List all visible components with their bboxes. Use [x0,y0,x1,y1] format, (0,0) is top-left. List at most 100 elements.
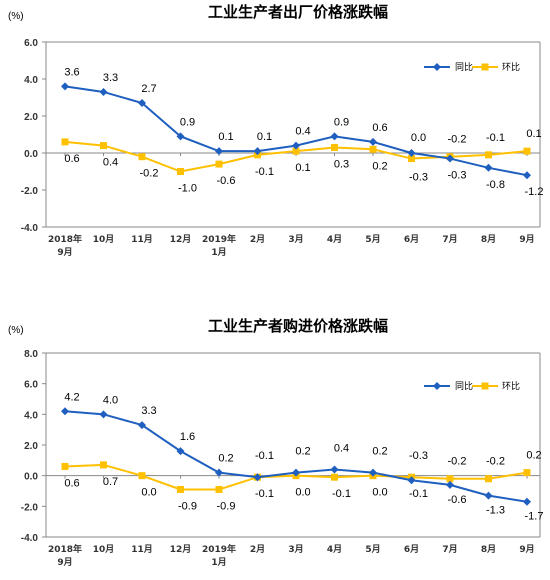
yoy-data-label: 4.2 [64,391,79,403]
yoy-data-label: -0.3 [409,450,428,462]
yoy-point-marker [176,132,185,141]
yoy-data-label: 0.1 [257,131,272,143]
chart1-legend-label-mom: 环比 [502,61,520,73]
yoy-point-marker [330,132,339,141]
x-tick-label: 6月 [404,234,419,245]
yoy-point-marker [99,87,108,96]
y-tick-label: 2.0 [24,441,38,452]
yoy-point-marker [292,468,300,477]
mom-data-label: 0.7 [103,476,118,488]
mom-data-label: -0.2 [448,134,467,146]
mom-point-marker [523,469,531,477]
mom-data-label: 0.2 [526,450,541,462]
mom-point-marker [292,147,300,155]
yoy-data-label: 0.0 [411,132,426,144]
chart1-unit-label: (%) [8,11,24,22]
chart1-group: 6.0 4.0 2.0 0.0 -2.0 -4.0 2018年 9月 10月 11月 12月 2019… [21,38,544,258]
yoy-data-label: 2.7 [141,83,156,95]
x-tick-label: 2月 [250,544,265,555]
yoy-data-label: 0.2 [372,446,387,458]
x-tick-label: 9月 [57,247,72,258]
yoy-point-marker [484,163,493,172]
x-tick-label: 8月 [481,544,496,555]
y-tick-label: -2.0 [21,502,39,513]
yoy-point-marker [446,154,454,163]
x-tick-label: 10月 [93,544,115,555]
mom-data-label: 0.3 [334,158,349,170]
y-tick-label: -2.0 [21,186,39,197]
x-tick-label: 12月 [170,234,192,245]
yoy-data-label: 0.9 [180,116,195,128]
mom-data-label: -0.1 [255,166,274,178]
x-tick-label: 2018年 [48,233,82,245]
mom-point-marker [523,147,531,155]
yoy-point-marker [61,407,69,416]
legend-mom-marker [481,63,489,71]
yoy-point-marker [407,476,416,485]
y-tick-label: 8.0 [24,349,38,360]
yoy-point-marker [484,491,493,500]
mom-data-label: -0.1 [255,488,274,500]
yoy-point-marker [215,147,223,156]
yoy-data-label: 0.1 [218,131,233,143]
mom-data-label: -1.0 [178,183,197,195]
yoy-data-label: 0.4 [295,126,310,138]
x-tick-label: 1月 [211,247,226,258]
yoy-data-label: -0.3 [448,170,467,182]
mom-data-label: 0.6 [64,477,79,489]
y-tick-label: 0.0 [24,472,38,483]
x-tick-label: 7月 [442,234,457,245]
mom-data-label: -0.3 [409,172,428,184]
x-tick-label: 5月 [365,544,380,555]
y-tick-label: 4.0 [24,410,38,421]
mom-point-marker [61,462,69,470]
mom-point-marker [485,151,492,159]
x-tick-label: 2月 [250,234,265,245]
y-tick-label: 6.0 [24,380,38,391]
mom-point-marker [100,142,107,150]
yoy-point-marker [176,447,185,456]
mom-point-marker [331,143,338,151]
yoy-data-label: 4.0 [103,394,118,406]
x-tick-label: 1月 [211,557,226,568]
mom-point-marker [177,485,184,493]
x-tick-label: 10月 [93,234,115,245]
y-tick-label: 4.0 [24,75,38,86]
x-tick-label: 2019年 [202,543,236,555]
mom-data-label: -0.2 [486,456,505,468]
yoy-data-label: 3.3 [141,405,156,417]
y-tick-label: -4.0 [21,533,39,544]
mom-data-label: -0.1 [409,488,428,500]
mom-data-label: -0.1 [486,132,505,144]
mom-data-label: -0.6 [217,175,236,187]
chart2-title: 工业生产者购进价格涨跌幅 [208,317,388,335]
yoy-data-label: 0.2 [295,446,310,458]
y-tick-label: 2.0 [24,112,38,123]
x-tick-label: 9月 [57,557,72,568]
yoy-data-label: 0.6 [372,122,387,134]
yoy-data-label: 0.9 [334,116,349,128]
x-tick-label: 4月 [327,234,342,245]
mom-point-marker [215,485,223,493]
mom-data-label: -0.9 [178,500,197,512]
legend-yoy-marker [433,382,441,390]
mom-data-label: 0.4 [103,157,118,169]
yoy-data-label: 3.6 [64,66,79,78]
yoy-point-marker [215,468,223,477]
x-tick-label: 3月 [288,544,303,555]
x-tick-label: 4月 [327,544,342,555]
mom-point-marker [215,160,223,168]
mom-point-marker [138,153,146,161]
x-tick-label: 11月 [131,234,153,245]
yoy-point-marker [523,497,531,506]
yoy-point-marker [138,99,146,108]
yoy-data-label: -0.8 [486,179,505,191]
yoy-point-marker [138,421,146,430]
yoy-point-marker [369,137,377,146]
chart2-unit-label: (%) [8,325,24,336]
chart2-legend-label-yoy: 同比 [455,380,473,392]
mom-data-label: 0.0 [141,487,156,499]
mom-data-label: 0.2 [372,160,387,172]
mom-point-marker [369,145,377,153]
